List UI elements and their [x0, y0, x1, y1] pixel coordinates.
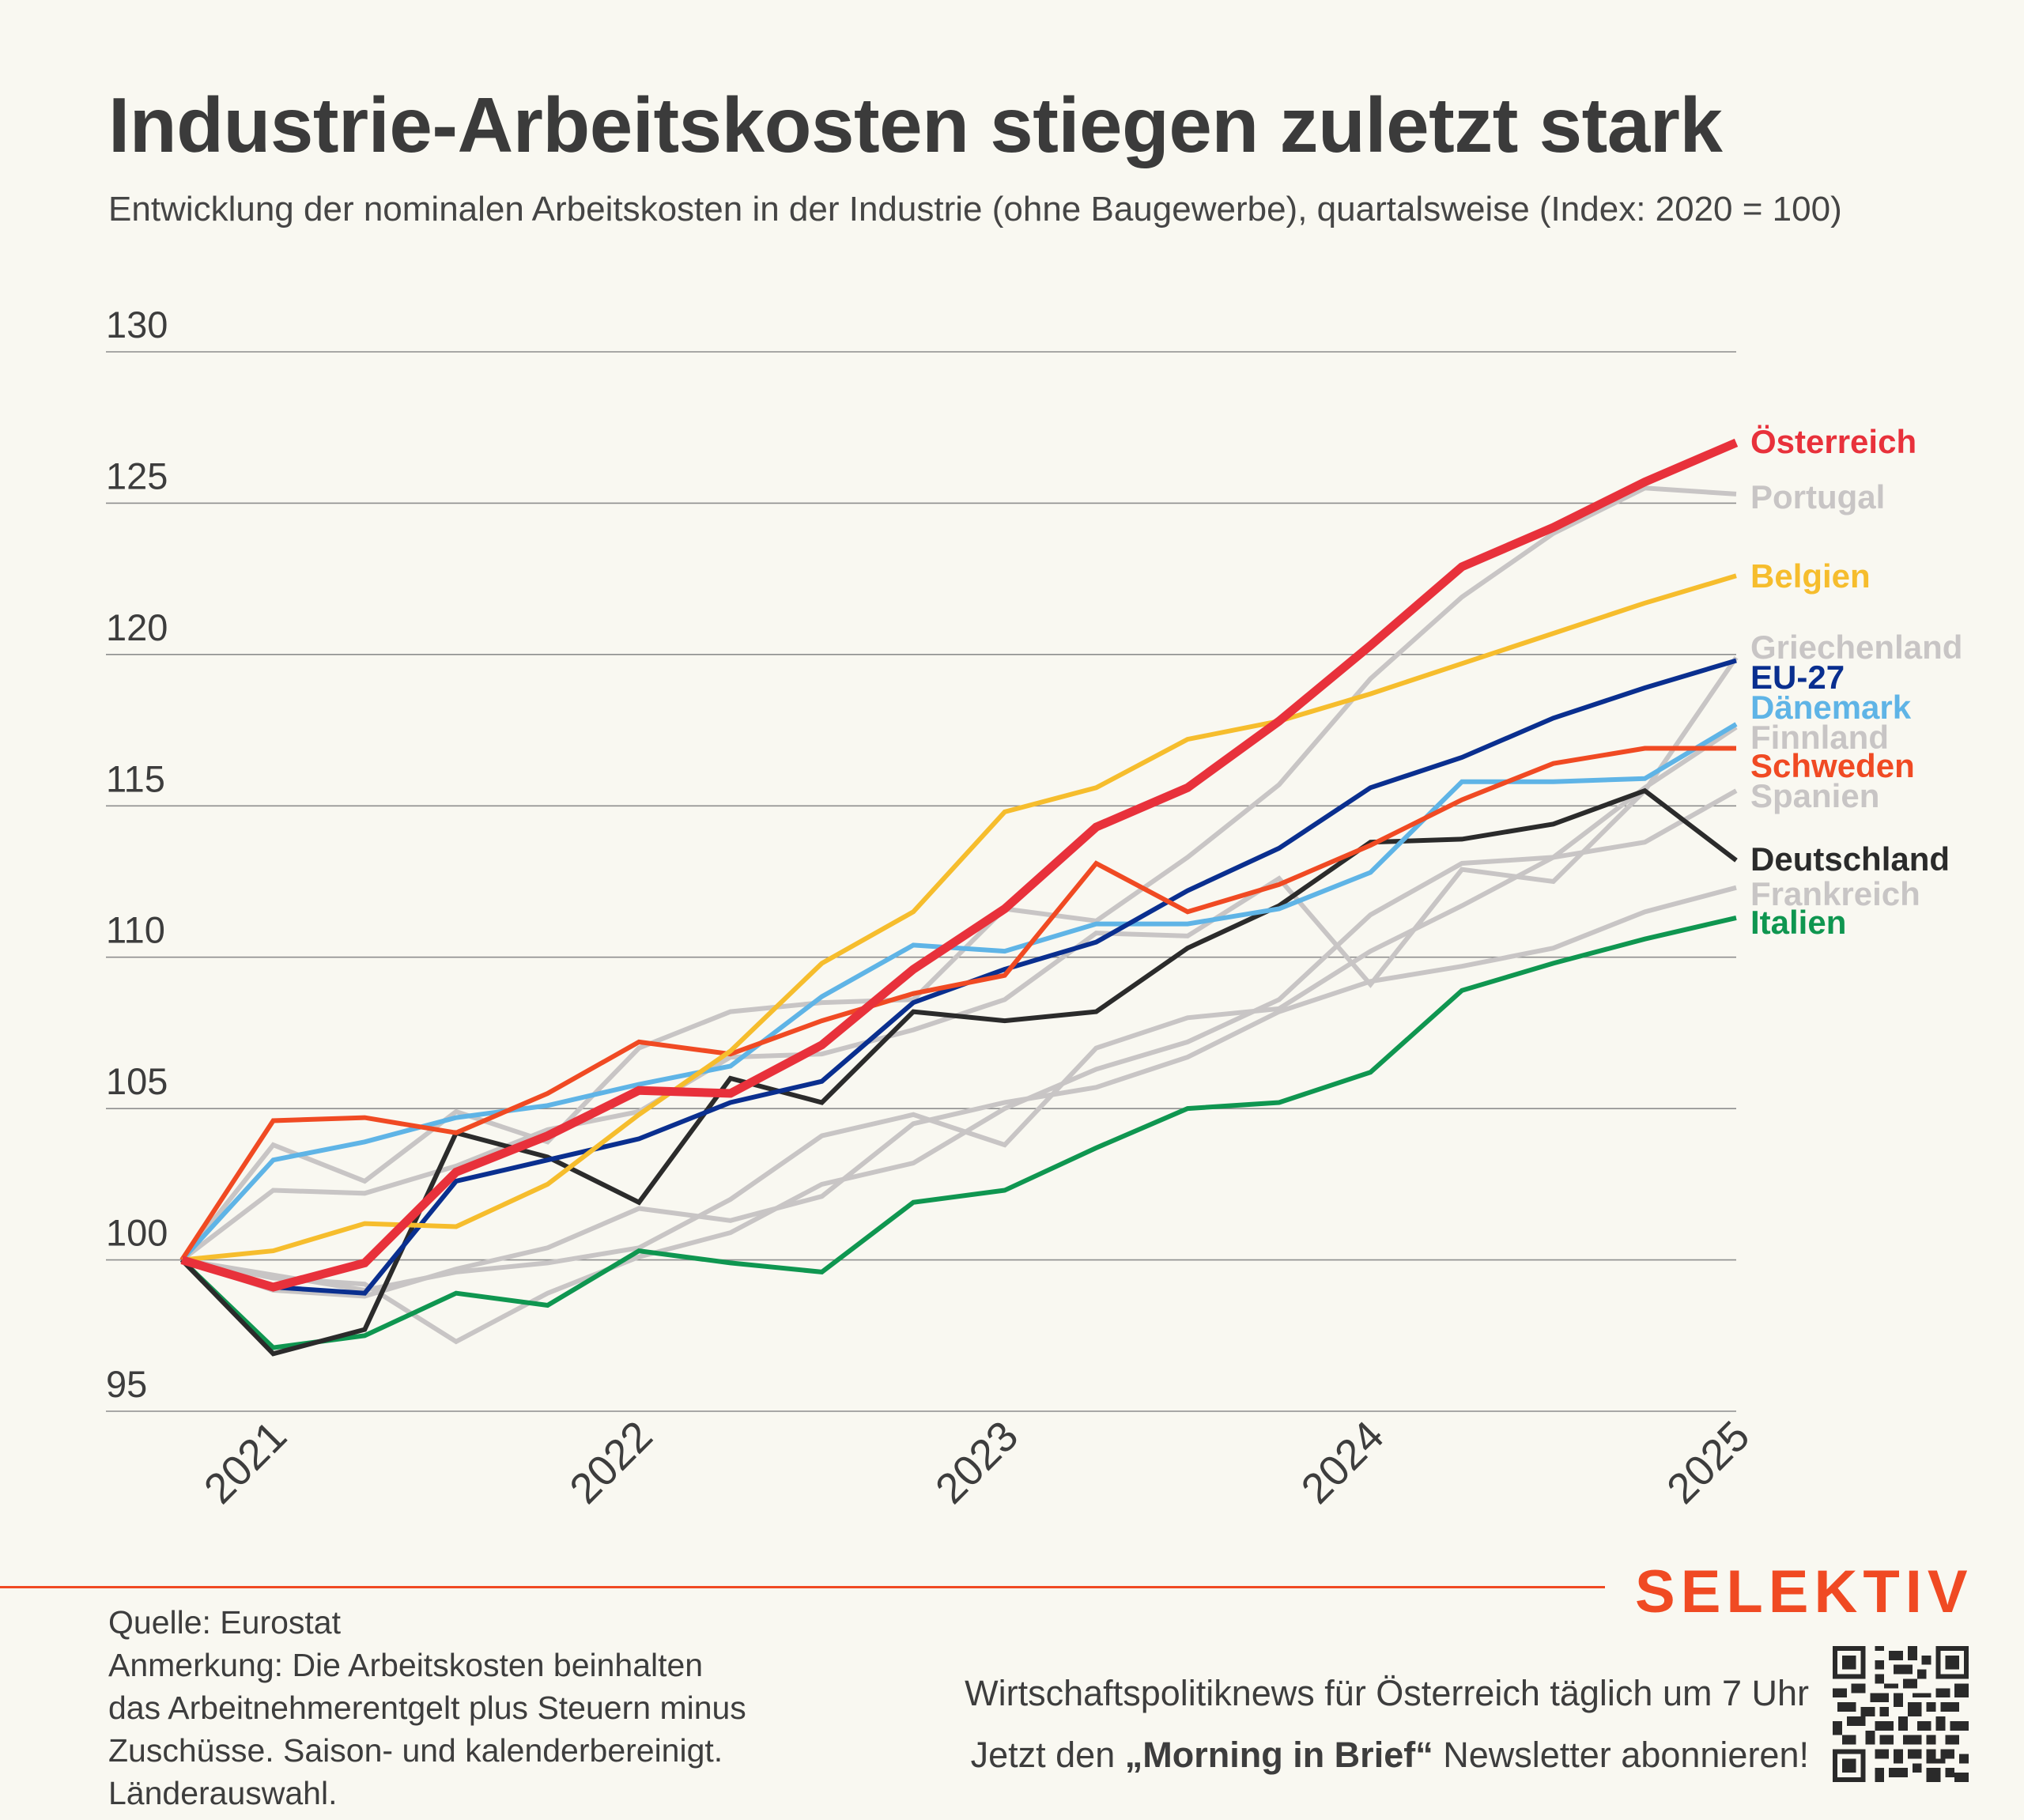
- end-label: Österreich: [1750, 423, 1916, 460]
- end-label: Schweden: [1750, 747, 1915, 784]
- x-tick-label: 2021: [195, 1412, 296, 1512]
- source-text: Quelle: Eurostat: [108, 1604, 341, 1641]
- y-tick-label: 95: [106, 1363, 147, 1405]
- series-line-italien: [179, 915, 1737, 1350]
- source-note: Quelle: Eurostat Anmerkung: Die Arbeitsk…: [108, 1601, 757, 1814]
- end-label: Griechenland: [1750, 629, 1962, 666]
- x-tick-label: 2022: [561, 1412, 661, 1512]
- promo-line-2: Jetzt den „Morning in Brief“ Newsletter …: [965, 1724, 1809, 1786]
- series-line-schweden: [179, 746, 1736, 1262]
- chart-title: Industrie-Arbeitskosten stiegen zuletzt …: [108, 81, 1723, 168]
- y-tick-label: 115: [106, 757, 165, 799]
- y-tick-label: 130: [106, 304, 168, 345]
- promo-line-2-pre: Jetzt den: [970, 1735, 1125, 1775]
- end-label: Italien: [1750, 904, 1846, 941]
- end-label: Frankreich: [1750, 875, 1920, 912]
- line-chart: 95 100 105 110 115 120 125 130 2021 2022 2023 2024 2…: [106, 304, 1962, 1512]
- x-tick-label: 2023: [927, 1412, 1027, 1512]
- newsletter-name: „Morning in Brief“: [1124, 1735, 1433, 1775]
- chart-subtitle: Entwicklung der nominalen Arbeitskosten …: [108, 190, 1842, 228]
- annotation-text: Anmerkung: Die Arbeitskosten beinhalten …: [108, 1647, 746, 1811]
- series-line-spanien: [181, 788, 1738, 1345]
- end-label: Dänemark: [1750, 689, 1912, 726]
- x-tick-label: 2025: [1658, 1412, 1758, 1512]
- y-tick-label: 120: [106, 606, 168, 648]
- y-tick-label: 125: [106, 455, 168, 497]
- series-line-belgien: [181, 573, 1737, 1263]
- footer-divider: [0, 1586, 1605, 1588]
- series-line-österreich: [180, 438, 1739, 1292]
- qr-code-icon[interactable]: [1833, 1646, 1969, 1782]
- end-label: Deutschland: [1750, 840, 1950, 878]
- series-line-frankreich: [181, 885, 1737, 1299]
- end-label: Portugal: [1750, 478, 1885, 515]
- end-label: Finnland: [1750, 719, 1889, 756]
- end-label: EU-27: [1750, 659, 1845, 696]
- y-tick-label: 110: [106, 909, 165, 951]
- y-tick-label: 100: [106, 1212, 168, 1254]
- series-line-deutschland: [179, 787, 1738, 1357]
- end-label: Spanien: [1750, 777, 1879, 814]
- series-line-dänemark: [179, 722, 1738, 1262]
- newsletter-promo[interactable]: Wirtschaftspolitiknews für Österreich tä…: [965, 1663, 1809, 1786]
- promo-line-2-post: Newsletter abonnieren!: [1433, 1735, 1809, 1775]
- y-tick-label: 105: [106, 1060, 168, 1102]
- promo-line-1: Wirtschaftspolitiknews für Österreich tä…: [965, 1673, 1809, 1713]
- brand-logo: SELEKTIV: [1635, 1558, 1973, 1626]
- end-label: Belgien: [1750, 557, 1871, 595]
- series-line-finnland: [181, 725, 1738, 1293]
- x-tick-label: 2024: [1293, 1412, 1393, 1512]
